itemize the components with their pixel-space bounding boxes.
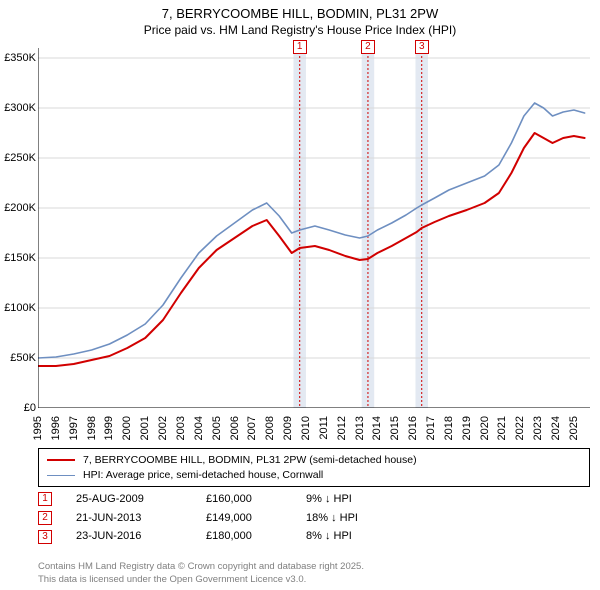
legend-label-price-paid: 7, BERRYCOOMBE HILL, BODMIN, PL31 2PW (s… bbox=[83, 453, 417, 468]
x-tick-label: 2017 bbox=[425, 416, 437, 440]
sale-marker-3: 3 bbox=[38, 530, 52, 544]
chart-area bbox=[38, 48, 590, 408]
x-tick-label: 1995 bbox=[32, 416, 44, 440]
sale-date: 21-JUN-2013 bbox=[76, 509, 206, 528]
y-tick-label: £350K bbox=[0, 52, 36, 64]
sale-price: £149,000 bbox=[206, 509, 306, 528]
y-tick-label: £300K bbox=[0, 102, 36, 114]
x-tick-label: 2024 bbox=[550, 416, 562, 440]
sale-price: £160,000 bbox=[206, 490, 306, 509]
sale-price: £180,000 bbox=[206, 527, 306, 546]
chart-title-block: 7, BERRYCOOMBE HILL, BODMIN, PL31 2PW Pr… bbox=[0, 0, 600, 38]
x-tick-label: 1999 bbox=[103, 416, 115, 440]
x-tick-label: 1998 bbox=[86, 416, 98, 440]
title-line-1: 7, BERRYCOOMBE HILL, BODMIN, PL31 2PW bbox=[0, 6, 600, 23]
x-tick-label: 2011 bbox=[318, 416, 330, 440]
x-tick-label: 2004 bbox=[193, 416, 205, 440]
chart-sale-marker: 2 bbox=[361, 40, 375, 54]
x-tick-label: 2002 bbox=[157, 416, 169, 440]
x-tick-label: 2015 bbox=[389, 416, 401, 440]
x-tick-label: 2001 bbox=[139, 416, 151, 440]
legend-row-hpi: HPI: Average price, semi-detached house,… bbox=[47, 468, 581, 483]
x-tick-label: 2012 bbox=[336, 416, 348, 440]
legend-swatch-hpi bbox=[47, 475, 75, 476]
attribution-line-1: Contains HM Land Registry data © Crown c… bbox=[38, 561, 364, 573]
x-tick-label: 2025 bbox=[568, 416, 580, 440]
legend-label-hpi: HPI: Average price, semi-detached house,… bbox=[83, 468, 323, 483]
x-tick-label: 2018 bbox=[443, 416, 455, 440]
sales-row: 1 25-AUG-2009 £160,000 9% ↓ HPI bbox=[38, 490, 426, 509]
x-tick-label: 2009 bbox=[282, 416, 294, 440]
legend-row-price-paid: 7, BERRYCOOMBE HILL, BODMIN, PL31 2PW (s… bbox=[47, 453, 581, 468]
y-tick-label: £50K bbox=[0, 352, 36, 364]
title-line-2: Price paid vs. HM Land Registry's House … bbox=[0, 23, 600, 39]
x-tick-label: 2019 bbox=[461, 416, 473, 440]
sales-row: 2 21-JUN-2013 £149,000 18% ↓ HPI bbox=[38, 509, 426, 528]
y-tick-label: £100K bbox=[0, 302, 36, 314]
x-tick-label: 1996 bbox=[50, 416, 62, 440]
x-tick-label: 2003 bbox=[175, 416, 187, 440]
attribution-line-2: This data is licensed under the Open Gov… bbox=[38, 574, 364, 586]
chart-svg bbox=[38, 48, 590, 408]
chart-sale-marker: 3 bbox=[415, 40, 429, 54]
x-tick-label: 2020 bbox=[479, 416, 491, 440]
y-tick-label: £250K bbox=[0, 152, 36, 164]
y-tick-label: £150K bbox=[0, 252, 36, 264]
y-tick-label: £200K bbox=[0, 202, 36, 214]
sales-table: 1 25-AUG-2009 £160,000 9% ↓ HPI 2 21-JUN… bbox=[38, 490, 426, 546]
x-tick-label: 2013 bbox=[354, 416, 366, 440]
x-tick-label: 2010 bbox=[300, 416, 312, 440]
x-tick-label: 2007 bbox=[246, 416, 258, 440]
attribution: Contains HM Land Registry data © Crown c… bbox=[38, 561, 364, 586]
x-tick-label: 2022 bbox=[514, 416, 526, 440]
x-tick-label: 2005 bbox=[211, 416, 223, 440]
sales-row: 3 23-JUN-2016 £180,000 8% ↓ HPI bbox=[38, 527, 426, 546]
x-tick-label: 2006 bbox=[229, 416, 241, 440]
x-tick-label: 2021 bbox=[496, 416, 508, 440]
x-tick-label: 1997 bbox=[68, 416, 80, 440]
sale-marker-2: 2 bbox=[38, 511, 52, 525]
x-tick-label: 2014 bbox=[371, 416, 383, 440]
sale-marker-1: 1 bbox=[38, 492, 52, 506]
chart-sale-marker: 1 bbox=[293, 40, 307, 54]
x-tick-label: 2000 bbox=[121, 416, 133, 440]
sale-date: 25-AUG-2009 bbox=[76, 490, 206, 509]
x-tick-label: 2023 bbox=[532, 416, 544, 440]
sale-delta: 8% ↓ HPI bbox=[306, 527, 426, 546]
x-tick-label: 2008 bbox=[264, 416, 276, 440]
sale-delta: 9% ↓ HPI bbox=[306, 490, 426, 509]
sale-delta: 18% ↓ HPI bbox=[306, 509, 426, 528]
x-tick-label: 2016 bbox=[407, 416, 419, 440]
legend-box: 7, BERRYCOOMBE HILL, BODMIN, PL31 2PW (s… bbox=[38, 448, 590, 487]
y-tick-label: £0 bbox=[0, 402, 36, 414]
legend-swatch-price-paid bbox=[47, 459, 75, 461]
sale-date: 23-JUN-2016 bbox=[76, 527, 206, 546]
